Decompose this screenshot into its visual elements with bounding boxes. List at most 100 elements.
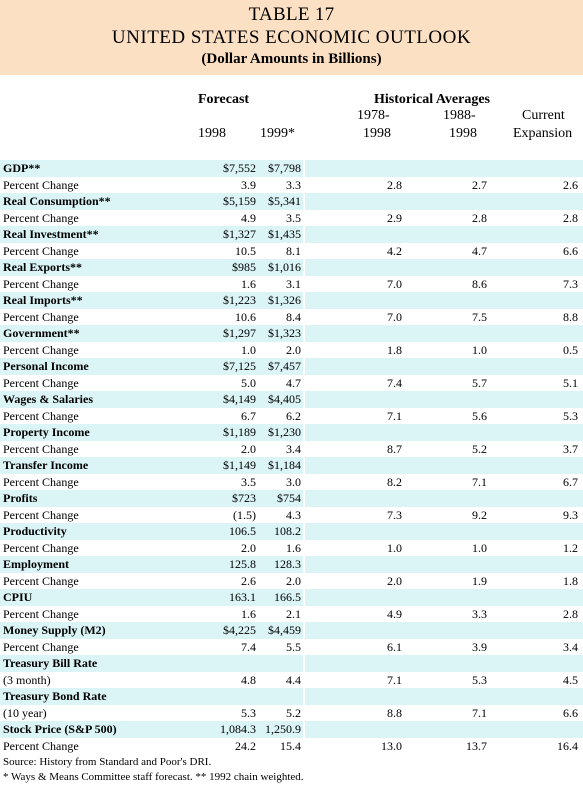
table-row: Real Imports** $1,223 $1,326 bbox=[0, 292, 583, 309]
row-label: Percent Change bbox=[3, 309, 79, 324]
table-row: Percent Change 10.6 8.4 7.0 7.5 8.8 bbox=[0, 309, 583, 326]
value-1998: 2.0 bbox=[241, 540, 256, 555]
value-1988-1998: 2.7 bbox=[472, 177, 487, 192]
row-label: CPIU bbox=[3, 590, 33, 604]
row-shading bbox=[0, 721, 303, 738]
value-1988-1998: 7.1 bbox=[472, 474, 487, 489]
row-shading-hist bbox=[305, 655, 583, 672]
value-1999: $1,323 bbox=[268, 326, 301, 340]
row-shading-hist bbox=[305, 259, 583, 276]
header-current-b: Expansion bbox=[513, 126, 573, 141]
table-row: Percent Change (1.5) 4.3 7.3 9.2 9.3 bbox=[0, 507, 583, 524]
value-1978-1998: 7.4 bbox=[387, 375, 402, 390]
value-1978-1998: 8.8 bbox=[387, 705, 402, 720]
value-1988-1998: 3.3 bbox=[472, 606, 487, 621]
row-shading-hist bbox=[305, 523, 583, 540]
value-1998: 10.5 bbox=[235, 243, 256, 258]
header-1999: 1999* bbox=[260, 126, 295, 141]
row-label: Productivity bbox=[3, 524, 67, 538]
row-label: Percent Change bbox=[3, 606, 79, 621]
value-1988-1998: 1.9 bbox=[472, 573, 487, 588]
value-1999: $4,459 bbox=[268, 623, 301, 637]
table-row: Percent Change 2.6 2.0 2.0 1.9 1.8 bbox=[0, 573, 583, 590]
row-shading bbox=[0, 688, 303, 705]
value-1998: 24.2 bbox=[235, 738, 256, 753]
table-row: Real Exports** $985 $1,016 bbox=[0, 259, 583, 276]
value-1988-1998: 9.2 bbox=[472, 507, 487, 522]
row-shading-hist bbox=[305, 589, 583, 606]
value-1988-1998: 3.9 bbox=[472, 639, 487, 654]
row-label: Profits bbox=[3, 491, 38, 505]
row-shading bbox=[0, 325, 303, 342]
value-1999: 8.4 bbox=[286, 309, 301, 324]
value-1978-1998: 4.9 bbox=[387, 606, 402, 621]
value-1998: 5.3 bbox=[241, 705, 256, 720]
value-1988-1998: 1.0 bbox=[472, 342, 487, 357]
row-label: Percent Change bbox=[3, 342, 79, 357]
row-shading-hist bbox=[305, 160, 583, 177]
value-1999: 6.2 bbox=[286, 408, 301, 423]
row-label: Wages & Salaries bbox=[3, 392, 93, 406]
table-row: Property Income $1,189 $1,230 bbox=[0, 424, 583, 441]
row-shading bbox=[0, 424, 303, 441]
value-1999: 2.0 bbox=[286, 573, 301, 588]
value-current-expansion: 3.7 bbox=[563, 441, 578, 456]
value-1978-1998: 7.0 bbox=[387, 309, 402, 324]
value-1999: $1,435 bbox=[268, 227, 301, 241]
table-row: Percent Change 1.0 2.0 1.8 1.0 0.5 bbox=[0, 342, 583, 359]
row-label: Percent Change bbox=[3, 639, 79, 654]
row-label: Percent Change bbox=[3, 408, 79, 423]
row-label: Percent Change bbox=[3, 540, 79, 555]
value-current-expansion: 5.3 bbox=[563, 408, 578, 423]
header-historical: Historical Averages bbox=[374, 92, 490, 107]
row-shading bbox=[0, 457, 303, 474]
value-current-expansion: 16.4 bbox=[557, 738, 578, 753]
row-shading-hist bbox=[305, 490, 583, 507]
row-label: Treasury Bill Rate bbox=[3, 656, 98, 670]
value-1998: 163.1 bbox=[229, 590, 256, 604]
value-current-expansion: 7.3 bbox=[563, 276, 578, 291]
value-current-expansion: 1.8 bbox=[563, 573, 578, 588]
table-row: Percent Change 2.0 1.6 1.0 1.0 1.2 bbox=[0, 540, 583, 557]
value-1988-1998: 7.5 bbox=[472, 309, 487, 324]
row-label: Real Investment** bbox=[3, 227, 99, 241]
row-label: Percent Change bbox=[3, 738, 79, 753]
value-1978-1998: 8.7 bbox=[387, 441, 402, 456]
value-1988-1998: 8.6 bbox=[472, 276, 487, 291]
header-forecast: Forecast bbox=[198, 92, 250, 107]
value-1999: $4,405 bbox=[268, 392, 301, 406]
value-1999: 3.3 bbox=[286, 177, 301, 192]
value-1978-1998: 1.8 bbox=[387, 342, 402, 357]
value-current-expansion: 1.2 bbox=[563, 540, 578, 555]
value-1999: 3.0 bbox=[286, 474, 301, 489]
value-1978-1998: 13.0 bbox=[381, 738, 402, 753]
table-row: Personal Income $7,125 $7,457 bbox=[0, 358, 583, 375]
value-current-expansion: 2.6 bbox=[563, 177, 578, 192]
value-current-expansion: 6.6 bbox=[563, 243, 578, 258]
row-label: Property Income bbox=[3, 425, 90, 439]
value-1999: 15.4 bbox=[280, 738, 301, 753]
row-shading bbox=[0, 292, 303, 309]
row-label: Stock Price (S&P 500) bbox=[3, 722, 117, 736]
value-1998: $5,159 bbox=[223, 194, 256, 208]
value-1999: 2.1 bbox=[286, 606, 301, 621]
value-1999: 108.2 bbox=[274, 524, 301, 538]
value-1998: 4.8 bbox=[241, 672, 256, 687]
table-row: Percent Change 5.0 4.7 7.4 5.7 5.1 bbox=[0, 375, 583, 392]
row-shading bbox=[0, 259, 303, 276]
value-1998: $7,125 bbox=[223, 359, 256, 373]
value-1998: $1,149 bbox=[223, 458, 256, 472]
table-row: Percent Change 3.9 3.3 2.8 2.7 2.6 bbox=[0, 177, 583, 194]
value-1999: 5.2 bbox=[286, 705, 301, 720]
value-1999: 4.4 bbox=[286, 672, 301, 687]
table-row: Employment 125.8 128.3 bbox=[0, 556, 583, 573]
value-1998: 106.5 bbox=[229, 524, 256, 538]
value-1978-1998: 7.1 bbox=[387, 672, 402, 687]
row-shading-hist bbox=[305, 556, 583, 573]
table-row: (3 month) 4.8 4.4 7.1 5.3 4.5 bbox=[0, 672, 583, 689]
table-row: Treasury Bond Rate bbox=[0, 688, 583, 705]
value-1999: $1,326 bbox=[268, 293, 301, 307]
table-row: Productivity 106.5 108.2 bbox=[0, 523, 583, 540]
table-row: Percent Change 2.0 3.4 8.7 5.2 3.7 bbox=[0, 441, 583, 458]
row-label: Real Consumption** bbox=[3, 194, 111, 208]
